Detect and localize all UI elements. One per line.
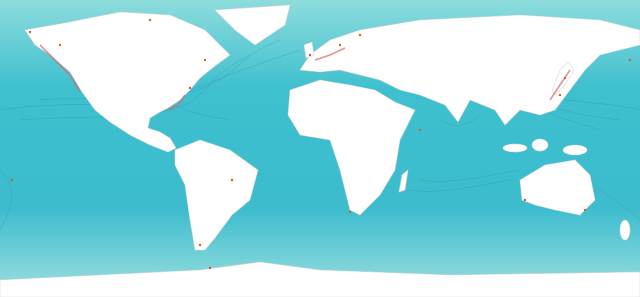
track xyxy=(419,169,521,182)
japan xyxy=(551,61,575,96)
track xyxy=(0,169,12,231)
station xyxy=(523,198,527,202)
station xyxy=(198,243,202,247)
island xyxy=(502,143,528,153)
station xyxy=(358,33,362,37)
greenland xyxy=(214,4,291,46)
station xyxy=(203,58,207,62)
coast xyxy=(167,94,186,111)
coast xyxy=(39,44,81,93)
station xyxy=(308,53,312,57)
continents xyxy=(0,4,640,297)
track xyxy=(599,189,640,221)
coast xyxy=(314,47,346,61)
australia xyxy=(519,159,596,216)
station xyxy=(208,266,212,270)
station xyxy=(188,86,192,90)
coastal-highlights xyxy=(39,44,571,111)
station xyxy=(230,178,234,182)
madagascar xyxy=(398,169,409,193)
stations xyxy=(10,18,632,270)
island xyxy=(562,144,588,156)
station xyxy=(563,76,567,80)
island xyxy=(619,219,631,241)
great-britain xyxy=(303,41,315,59)
station xyxy=(418,128,422,132)
eurasia xyxy=(299,14,640,126)
station xyxy=(628,58,632,62)
station xyxy=(348,210,352,214)
track xyxy=(439,114,481,126)
station xyxy=(58,43,62,47)
station xyxy=(10,178,14,182)
station xyxy=(28,30,32,34)
track xyxy=(19,54,251,121)
station xyxy=(148,18,152,22)
africa xyxy=(287,79,416,216)
coast xyxy=(549,69,571,101)
station xyxy=(558,93,562,97)
south-america xyxy=(174,139,259,251)
island xyxy=(531,138,549,152)
north-america xyxy=(24,11,231,153)
antarctica xyxy=(0,261,640,297)
track xyxy=(409,179,511,192)
station xyxy=(583,208,587,212)
station xyxy=(338,43,342,47)
